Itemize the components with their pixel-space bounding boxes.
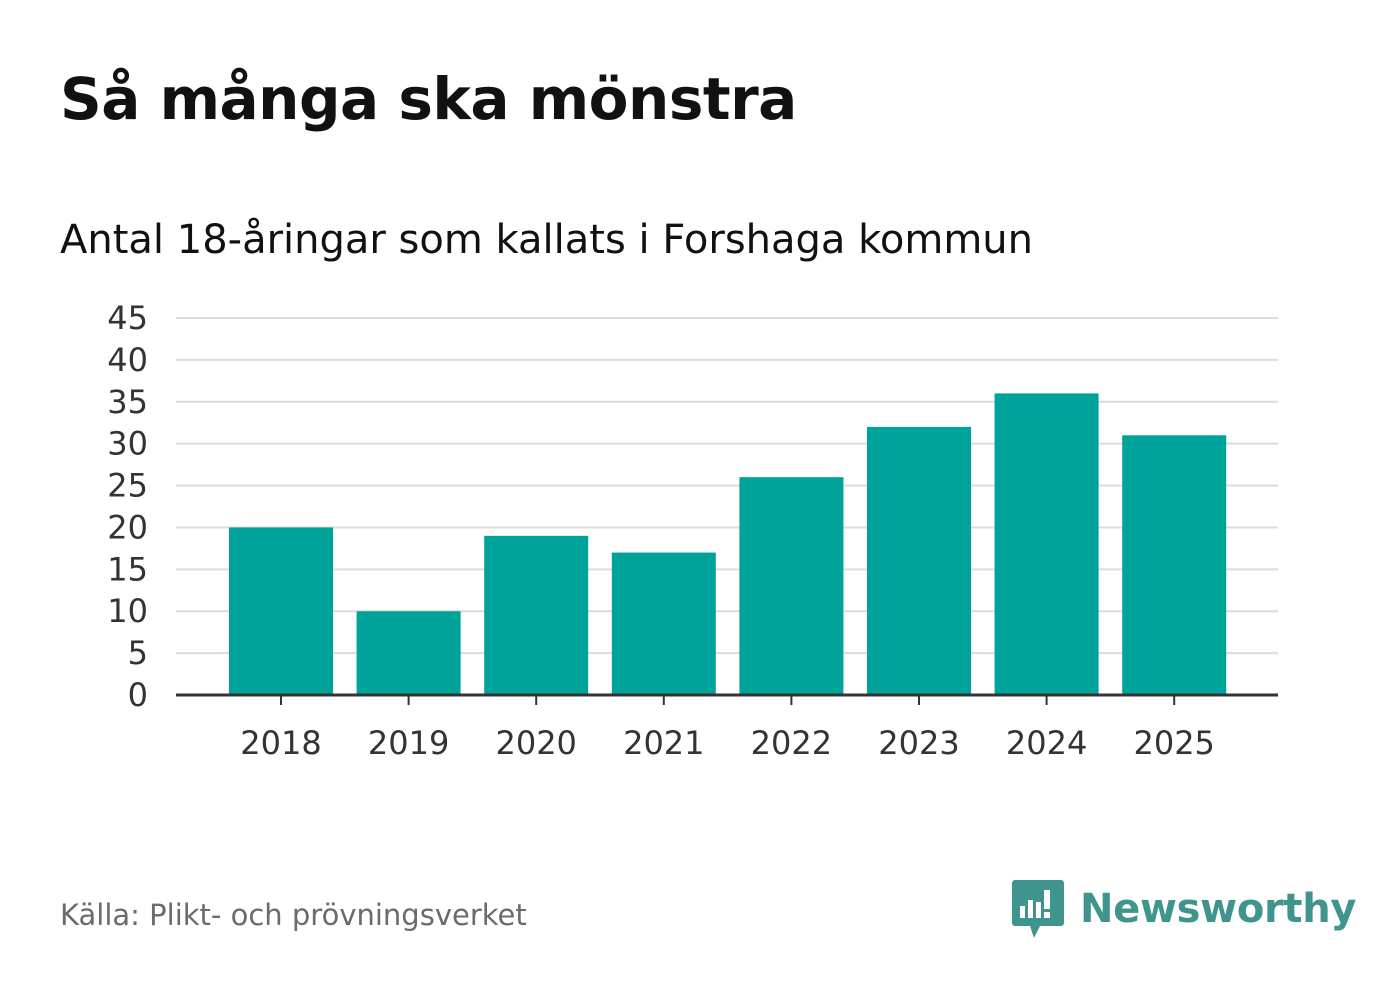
- x-tick-label: 2025: [1133, 724, 1214, 762]
- y-tick-label: 25: [107, 467, 148, 505]
- chart-title: Så många ska mönstra: [60, 65, 797, 133]
- x-tick-label: 2020: [495, 724, 576, 762]
- y-tick-label: 5: [128, 634, 148, 672]
- bar-2022: [739, 477, 844, 695]
- brand-name: Newsworthy: [1080, 886, 1357, 932]
- bar-2024: [994, 393, 1099, 695]
- source-note: Källa: Plikt- och prövningsverket: [60, 898, 527, 932]
- bar-2021: [611, 552, 716, 695]
- y-tick-label: 0: [128, 676, 148, 714]
- chart-subtitle: Antal 18-åringar som kallats i Forshaga …: [60, 217, 1033, 263]
- bar-2023: [867, 426, 971, 695]
- newsworthy-logo-icon: [1012, 880, 1064, 938]
- y-tick-label: 45: [107, 299, 148, 337]
- y-tick-label: 30: [107, 425, 148, 463]
- tick-labels: 0 5 10 15 2025 30 35 40 45 2018 2019 2020 2021 2022 20…: [107, 299, 1215, 762]
- y-tick-label: 40: [107, 341, 148, 379]
- x-tick-label: 2023: [878, 724, 959, 762]
- y-tick-label: 20: [107, 508, 148, 546]
- bar-2018: [229, 527, 333, 695]
- axes: [176, 693, 1278, 705]
- bars: [229, 393, 1227, 695]
- x-tick-label: 2021: [623, 724, 704, 762]
- x-tick-label: 2019: [368, 724, 449, 762]
- x-tick-label: 2018: [240, 724, 321, 762]
- grid-lines: [176, 317, 1278, 655]
- bar-2025: [1122, 435, 1227, 695]
- x-tick-label: 2024: [1006, 724, 1087, 762]
- brand-logo: Newsworthy: [1010, 878, 1357, 940]
- bar-2019: [356, 611, 461, 695]
- y-tick-label: 10: [107, 592, 148, 630]
- y-tick-label: 35: [107, 383, 148, 421]
- x-tick-label: 2022: [751, 724, 832, 762]
- bar-2020: [484, 535, 589, 695]
- y-tick-label: 15: [107, 550, 148, 588]
